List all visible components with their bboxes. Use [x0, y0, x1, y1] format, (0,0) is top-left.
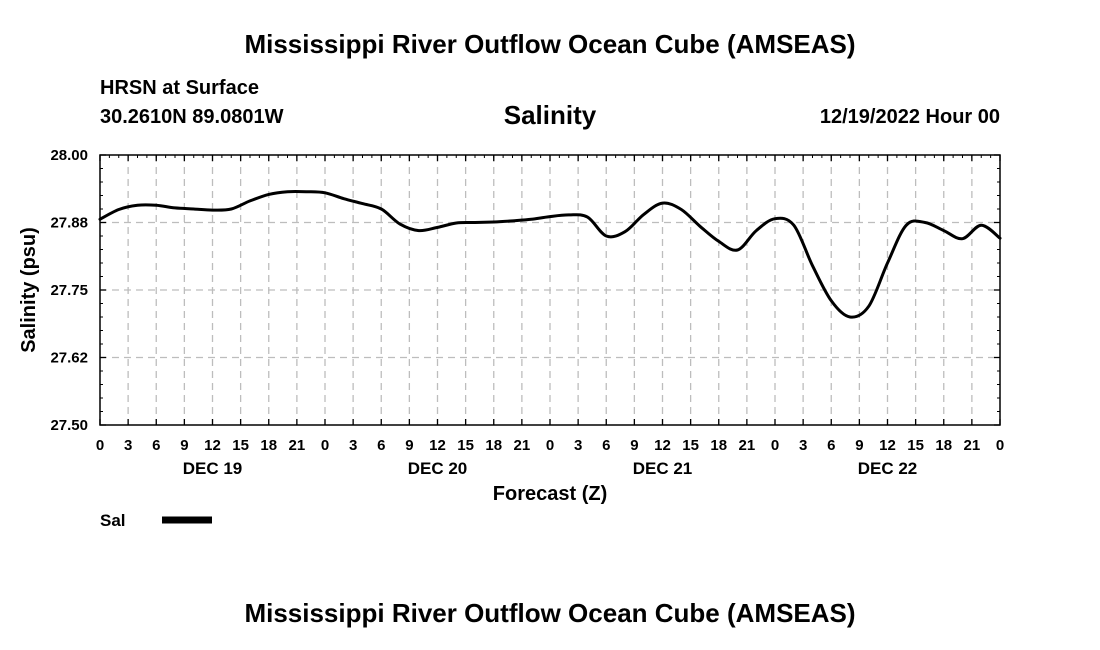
- y-tick-label: 28.00: [50, 147, 88, 164]
- x-tick-label: 6: [377, 437, 385, 454]
- x-tick-label: 0: [996, 437, 1004, 454]
- x-tick-label: 6: [827, 437, 835, 454]
- x-tick-label: 3: [124, 437, 132, 454]
- x-tick-label: 0: [321, 437, 329, 454]
- chart-title: Salinity: [503, 100, 597, 130]
- date-label: DEC 22: [858, 459, 918, 478]
- x-tick-label: 3: [799, 437, 807, 454]
- y-tick-label: 27.62: [50, 350, 88, 367]
- x-tick-label: 12: [879, 437, 896, 454]
- x-tick-label: 21: [289, 437, 306, 454]
- x-tick-label: 18: [260, 437, 277, 454]
- legend-label: Sal: [100, 511, 126, 530]
- x-tick-label: 21: [964, 437, 981, 454]
- x-tick-label: 21: [514, 437, 531, 454]
- x-tick-label: 15: [907, 437, 924, 454]
- x-tick-label: 15: [457, 437, 474, 454]
- x-tick-label: 18: [935, 437, 952, 454]
- bottom-title: Mississippi River Outflow Ocean Cube (AM…: [244, 598, 856, 628]
- x-tick-label: 0: [546, 437, 554, 454]
- date-label: DEC 19: [183, 459, 243, 478]
- x-tick-label: 12: [204, 437, 221, 454]
- x-tick-label: 3: [349, 437, 357, 454]
- x-tick-label: 15: [682, 437, 699, 454]
- station-label: HRSN at Surface: [100, 77, 259, 99]
- x-tick-label: 3: [574, 437, 582, 454]
- x-tick-label: 0: [771, 437, 779, 454]
- x-tick-label: 6: [152, 437, 160, 454]
- grid: [100, 155, 1000, 425]
- x-tick-label: 0: [96, 437, 104, 454]
- y-tick-label: 27.88: [50, 215, 88, 232]
- x-axis-title: Forecast (Z): [493, 483, 607, 505]
- x-tick-label: 9: [405, 437, 413, 454]
- x-tick-label: 12: [654, 437, 671, 454]
- x-tick-label: 12: [429, 437, 446, 454]
- series-layer: [98, 189, 1002, 319]
- date-label: DEC 20: [408, 459, 468, 478]
- y-axis-title: Salinity (psu): [18, 227, 40, 353]
- x-tick-label: 18: [710, 437, 727, 454]
- series-line-sal: [98, 189, 1002, 319]
- x-tick-label: 9: [630, 437, 638, 454]
- x-tick-label: 6: [602, 437, 610, 454]
- x-tick-label: 21: [739, 437, 756, 454]
- axis-ticks: [99, 154, 1001, 426]
- y-tick-label: 27.50: [50, 417, 88, 434]
- date-label: DEC 21: [633, 459, 693, 478]
- axis-labels: 0 3 6 9 12 15 18 21 0 3 6 9 12 15 18 21 0 3 6 9 12 15 18 21 0 3 6 9…: [50, 147, 1004, 478]
- y-tick-label: 27.75: [50, 282, 88, 299]
- run-time-label: 12/19/2022 Hour 00: [819, 106, 1000, 128]
- legend: Sal: [100, 511, 212, 530]
- x-tick-label: 15: [232, 437, 249, 454]
- coordinates-label: 30.2610N 89.0801W: [100, 106, 284, 128]
- x-tick-label: 9: [855, 437, 863, 454]
- x-tick-label: 18: [485, 437, 502, 454]
- x-tick-label: 9: [180, 437, 188, 454]
- main-title: Mississippi River Outflow Ocean Cube (AM…: [244, 29, 856, 59]
